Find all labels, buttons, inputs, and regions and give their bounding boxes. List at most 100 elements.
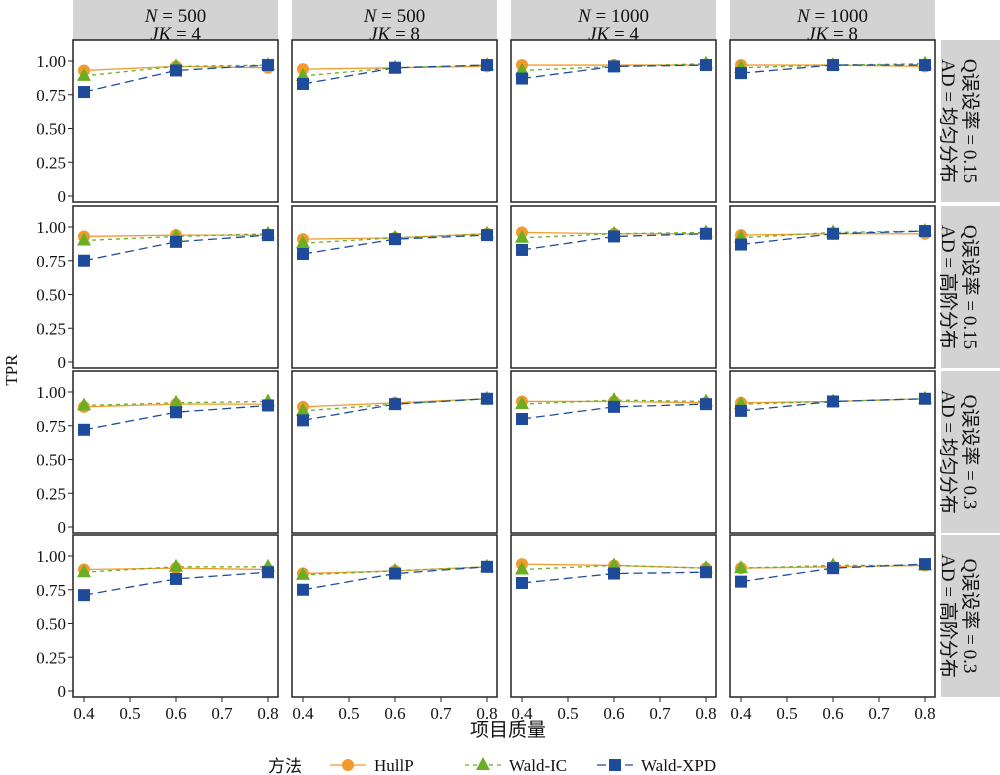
x-tick-label: 0.8 [914, 704, 935, 723]
y-tick-label: 0 [58, 682, 67, 701]
series-line-wald-ic [521, 231, 707, 239]
square-marker [389, 398, 401, 411]
triangle-marker [77, 232, 91, 246]
facet-panel [72, 534, 279, 698]
column-strip-n-label: N = 1000 [796, 6, 868, 27]
row-strip-q-label: Q误设率 = 0.15 [959, 225, 981, 349]
column-strip [511, 0, 716, 40]
y-tick-label: 0.75 [36, 417, 66, 436]
y-tick-label: 0.50 [36, 615, 66, 634]
panel-frame [291, 534, 498, 698]
square-marker [609, 759, 621, 771]
square-marker [481, 229, 493, 242]
legend-entry: Wald-IC [509, 756, 567, 775]
facet-panel [291, 39, 498, 203]
square-marker [608, 230, 620, 243]
y-tick-label: 0.25 [36, 648, 66, 667]
facet-panel [291, 534, 498, 698]
n-value: = 1000 [591, 6, 649, 27]
triangle-marker [296, 235, 310, 249]
facet-panel [729, 534, 936, 698]
triangle-marker [515, 561, 529, 575]
facet-panel [291, 205, 498, 369]
y-tick-label: 1.00 [36, 547, 66, 566]
facet-panel [72, 370, 279, 534]
square-marker [170, 572, 182, 585]
triangle-marker [77, 564, 91, 578]
y-axis-label: TPR [2, 354, 21, 386]
square-marker [78, 423, 90, 436]
circle-marker [342, 759, 354, 771]
y-tick-label: 0.75 [36, 581, 66, 600]
square-marker [516, 243, 528, 256]
square-marker [516, 72, 528, 85]
triangle-marker [476, 757, 490, 770]
y-tick-label: 0 [58, 353, 67, 372]
series-line-wald-ic [740, 63, 926, 69]
x-tick-label: 0.8 [695, 704, 716, 723]
series-line-wald-xpd [83, 571, 269, 596]
square-marker [919, 392, 931, 405]
panel-frame [291, 205, 498, 369]
square-marker [608, 60, 620, 73]
x-tick-label: 0.7 [649, 704, 671, 723]
square-marker [700, 59, 712, 72]
facet-panel [510, 39, 717, 203]
row-strip-ad-label: AD = 高阶分布 [937, 225, 959, 349]
square-marker [481, 392, 493, 405]
square-marker [78, 86, 90, 99]
panel-frame [291, 370, 498, 534]
facet-panel [510, 205, 717, 369]
square-marker [700, 398, 712, 411]
square-marker [297, 583, 309, 596]
triangle-marker [169, 558, 183, 572]
square-marker [827, 562, 839, 575]
square-marker [297, 414, 309, 427]
column-strip [73, 0, 278, 40]
facet-panel [510, 534, 717, 698]
square-marker [170, 235, 182, 248]
square-marker [481, 59, 493, 72]
series-line-wald-ic [302, 233, 488, 244]
column-strip-n-label: N = 500 [144, 6, 206, 27]
series-line-wald-ic [302, 566, 488, 576]
square-marker [700, 227, 712, 240]
column-strip-n-label: N = 1000 [577, 6, 649, 27]
square-marker [735, 575, 747, 588]
series-line-wald-xpd [83, 234, 269, 262]
x-tick-label: 0.8 [257, 704, 278, 723]
series-line-wald-xpd [83, 404, 269, 431]
legend-entry: Wald-XPD [641, 756, 716, 775]
panel-frame [72, 370, 279, 534]
y-tick-label: 0.25 [36, 319, 66, 338]
x-tick-label: 0.4 [730, 704, 752, 723]
square-marker [516, 413, 528, 425]
facet-panel [510, 370, 717, 534]
triangle-marker [77, 67, 91, 81]
square-marker [297, 248, 309, 260]
square-marker [170, 64, 182, 77]
x-tick-label: 0.4 [73, 704, 95, 723]
row-strip-ad-label: AD = 均匀分布 [937, 390, 959, 514]
n-symbol: N [363, 6, 378, 27]
triangle-marker [77, 397, 91, 411]
square-marker [735, 404, 747, 417]
y-tick-label: 1.00 [36, 52, 66, 71]
series-line-wald-ic [83, 233, 269, 242]
x-axis-label: 项目质量 [470, 719, 546, 741]
series-line-wald-xpd [302, 566, 488, 591]
triangle-marker [515, 62, 529, 76]
n-symbol: N [796, 6, 811, 27]
y-tick-label: 0.75 [36, 252, 66, 271]
row-strip [941, 40, 1000, 202]
row-strip [941, 206, 1000, 368]
series-line-wald-ic [521, 564, 707, 571]
legend: 方法 HullP Wald-IC Wald-XPD [268, 756, 716, 775]
x-tick-label: 0.8 [476, 704, 497, 723]
x-tick-label: 0.7 [211, 704, 233, 723]
square-marker [608, 567, 620, 580]
x-tick-label: 0.5 [119, 704, 140, 723]
square-marker [262, 566, 274, 579]
legend-entry: HullP [374, 756, 414, 775]
